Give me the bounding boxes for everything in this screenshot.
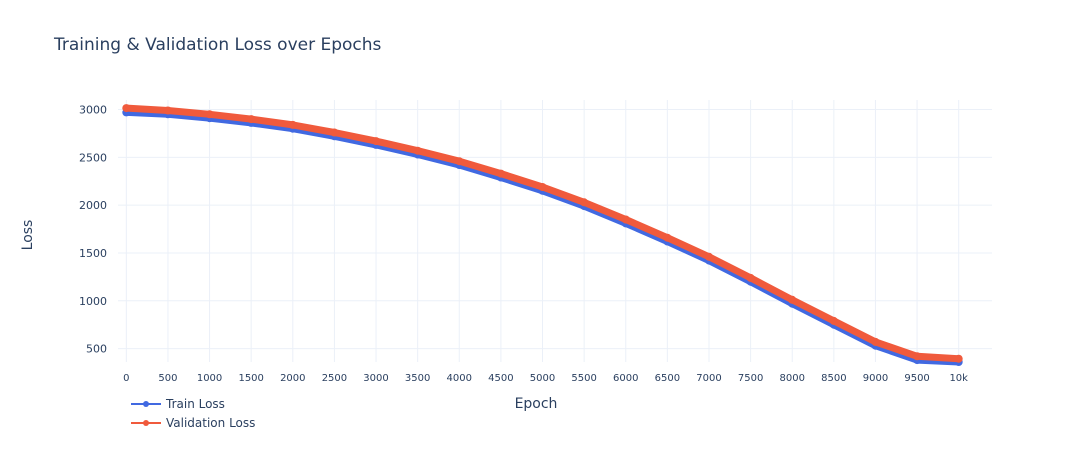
data-point xyxy=(746,273,755,282)
data-point xyxy=(829,316,838,325)
x-tick-label: 7000 xyxy=(696,373,721,384)
chart-title: Training & Validation Loss over Epochs xyxy=(53,35,382,55)
legend-label: Train Loss xyxy=(165,397,225,411)
data-point xyxy=(954,354,963,363)
x-tick-label: 5500 xyxy=(571,373,596,384)
x-axis-ticks: 0 500 1000 1500 2000 2500 3000 3500 4000 4500 5000… xyxy=(123,373,968,384)
x-tick-label: 0 xyxy=(123,373,129,384)
data-point xyxy=(496,169,505,178)
x-tick-label: 6000 xyxy=(613,373,638,384)
x-tick-label: 5000 xyxy=(530,373,555,384)
data-point xyxy=(705,252,713,261)
x-tick-label: 8000 xyxy=(780,373,805,384)
x-tick-label: 4000 xyxy=(447,373,472,384)
data-point xyxy=(580,198,589,207)
plot-series xyxy=(122,104,963,366)
y-tick-label: 2500 xyxy=(79,151,107,164)
x-tick-label: 2500 xyxy=(322,373,347,384)
legend-swatch-marker xyxy=(143,420,149,426)
x-tick-label: 4500 xyxy=(488,373,513,384)
x-tick-label: 500 xyxy=(158,373,177,384)
x-tick-label: 2000 xyxy=(280,373,305,384)
data-point xyxy=(288,120,297,129)
x-tick-label: 9500 xyxy=(904,373,929,384)
x-tick-label: 1500 xyxy=(238,373,263,384)
data-point xyxy=(455,157,464,166)
y-tick-label: 3000 xyxy=(79,104,107,117)
data-point xyxy=(205,110,214,119)
x-tick-label: 3000 xyxy=(363,373,388,384)
x-tick-label: 10k xyxy=(949,373,968,384)
data-point xyxy=(621,215,630,224)
data-point xyxy=(372,137,380,146)
y-axis-ticks: 500 1000 1500 2000 2500 3000 xyxy=(79,104,107,356)
x-tick-label: 9000 xyxy=(863,373,888,384)
data-point xyxy=(538,183,547,191)
legend-item-validation[interactable]: Validation Loss xyxy=(131,416,255,430)
data-point xyxy=(163,106,172,115)
legend[interactable]: Train Loss Validation Loss xyxy=(131,397,255,430)
data-point xyxy=(913,352,922,361)
y-tick-label: 2000 xyxy=(79,199,107,212)
data-point xyxy=(663,233,672,242)
data-point xyxy=(330,128,339,137)
grid xyxy=(118,100,992,362)
data-point xyxy=(247,115,256,124)
y-tick-label: 500 xyxy=(86,343,107,356)
data-point xyxy=(871,337,880,346)
y-tick-label: 1500 xyxy=(79,247,107,260)
x-tick-label: 7500 xyxy=(738,373,763,384)
y-tick-label: 1000 xyxy=(79,295,107,308)
x-tick-label: 3500 xyxy=(405,373,430,384)
data-point xyxy=(122,104,131,113)
data-point xyxy=(788,295,797,304)
x-tick-label: 1000 xyxy=(197,373,222,384)
legend-item-train[interactable]: Train Loss xyxy=(131,397,225,411)
data-point xyxy=(413,146,422,155)
x-tick-label: 6500 xyxy=(655,373,680,384)
legend-label: Validation Loss xyxy=(166,416,255,430)
legend-swatch-marker xyxy=(143,401,149,407)
x-axis-title: Epoch xyxy=(515,396,558,412)
y-axis-title: Loss xyxy=(20,220,36,251)
x-tick-label: 8500 xyxy=(821,373,846,384)
